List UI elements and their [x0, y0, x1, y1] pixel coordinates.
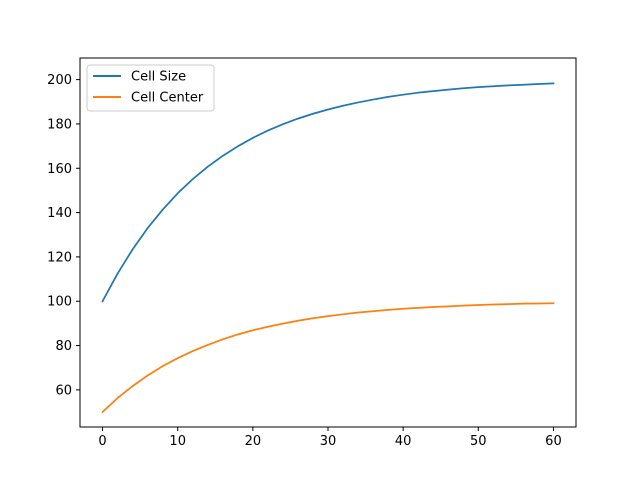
x-axis: 0 10 20 30 40 50 60	[98, 427, 562, 449]
y-tick-label: 80	[55, 339, 72, 354]
y-tick-label: 160	[47, 162, 72, 177]
series-line-cell-center	[101, 302, 555, 414]
y-tick-label: 60	[55, 383, 72, 398]
legend: Cell Size Cell Center	[86, 64, 215, 112]
x-tick-label: 40	[395, 434, 412, 449]
x-tick-label: 20	[245, 434, 262, 449]
x-tick-label: 0	[98, 434, 106, 449]
y-tick-label: 140	[47, 206, 72, 221]
legend-label-cell-size: Cell Size	[131, 70, 186, 85]
y-axis: 60 80 100 120 140 160 180 200	[47, 73, 80, 398]
y-tick-label: 120	[47, 250, 72, 265]
x-tick-label: 50	[470, 434, 487, 449]
x-tick-label: 10	[169, 434, 186, 449]
x-tick-label: 60	[545, 434, 562, 449]
y-tick-label: 180	[47, 117, 72, 132]
y-tick-label: 200	[47, 73, 72, 88]
x-tick-label: 30	[320, 434, 337, 449]
y-tick-label: 100	[47, 295, 72, 310]
series-layer	[101, 82, 555, 414]
legend-label-cell-center: Cell Center	[131, 91, 204, 106]
series-line-cell-size	[101, 82, 555, 303]
